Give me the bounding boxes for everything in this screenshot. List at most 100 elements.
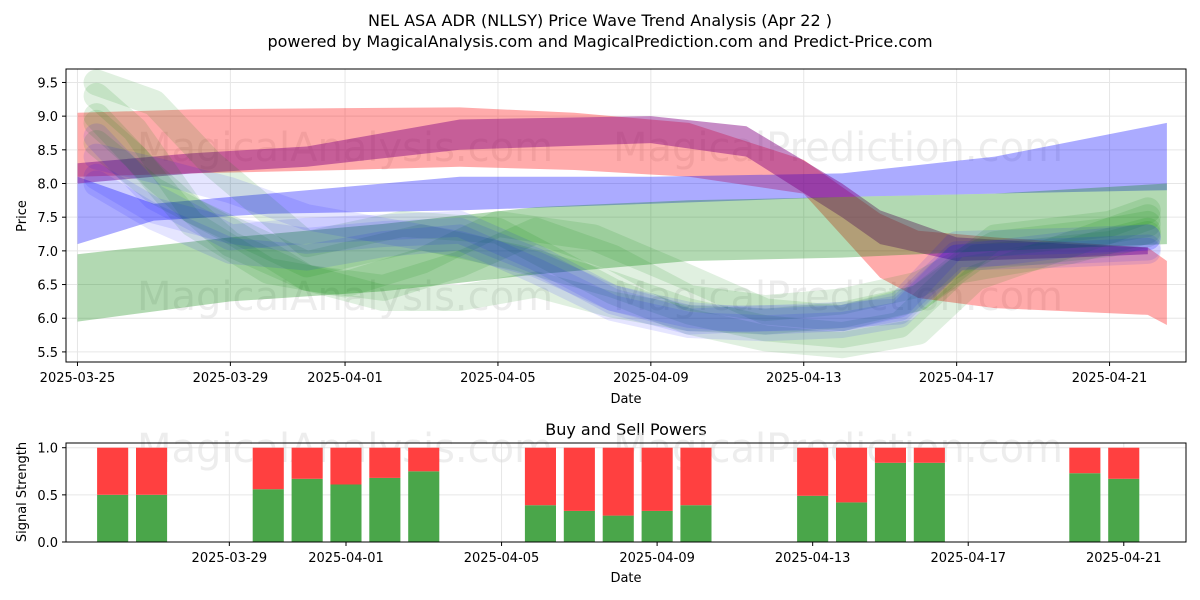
price-x-tick-label: 2025-04-21 — [1072, 371, 1148, 386]
price-y-tick-label: 6.0 — [37, 312, 58, 327]
price-y-tick-label: 6.5 — [37, 279, 58, 294]
power-y-tick-label: 0.5 — [37, 489, 58, 504]
price-x-tick-label: 2025-04-09 — [613, 371, 689, 386]
buy-bar — [369, 477, 401, 542]
price-grid — [66, 69, 1186, 362]
power-x-tick-label: 2025-04-01 — [308, 551, 384, 566]
price-x-tick-label: 2025-04-05 — [460, 371, 536, 386]
price-x-label: Date — [610, 392, 641, 407]
chart-title: NEL ASA ADR (NLLSY) Price Wave Trend Ana… — [368, 11, 832, 30]
sell-bar — [797, 447, 829, 496]
power-x-ticks: 2025-03-29 2025-04-01 2025-04-05 2025-04-09… — [192, 542, 1162, 566]
price-y-tick-label: 8.0 — [37, 178, 58, 193]
power-y-label: Signal Strength — [15, 442, 30, 542]
price-wave-1 — [83, 82, 1161, 349]
sell-bar — [524, 447, 556, 506]
sell-bar — [874, 447, 906, 463]
price-trend-band-4 — [77, 183, 1167, 322]
buy-bar — [330, 484, 362, 542]
buy-bar — [524, 505, 556, 542]
price-y-label: Price — [15, 200, 30, 232]
price-x-tick-label: 2025-04-17 — [919, 371, 995, 386]
sell-bar — [136, 447, 168, 495]
buy-bar — [136, 494, 168, 542]
price-wave-7 — [83, 163, 1161, 335]
buy-bar — [874, 462, 906, 542]
price-y-ticks: 5.5 6.0 6.5 7.0 7.5 8.0 8.5 9.0 9.5 — [37, 76, 66, 361]
power-bars — [97, 447, 1140, 542]
power-y-tick-label: 0.0 — [37, 536, 58, 551]
price-wave-3 — [83, 109, 1161, 332]
buy-bar — [563, 510, 595, 542]
price-wave-4 — [83, 103, 1161, 322]
price-y-tick-label: 7.5 — [37, 211, 58, 226]
price-y-tick-label: 7.0 — [37, 245, 58, 260]
sell-bar — [408, 447, 440, 472]
price-panel: MagicalAnalysis.com MagicalPrediction.co… — [15, 68, 1187, 407]
buy-bar — [602, 515, 634, 542]
price-waves — [83, 69, 1161, 359]
sell-bar — [252, 447, 284, 490]
chart-subtitle: powered by MagicalAnalysis.com and Magic… — [267, 32, 932, 51]
power-x-tick-label: 2025-04-21 — [1086, 551, 1162, 566]
price-trend-band-2 — [77, 122, 1167, 245]
price-watermarks: MagicalAnalysis.com MagicalPrediction.co… — [137, 125, 1063, 320]
power-x-tick-label: 2025-04-09 — [619, 551, 695, 566]
price-wave-5 — [83, 130, 1161, 335]
buy-bar — [1108, 478, 1140, 542]
price-y-tick-label: 8.5 — [37, 144, 58, 159]
price-wave-8 — [83, 143, 1161, 335]
power-x-tick-label: 2025-04-05 — [464, 551, 540, 566]
price-wave-6 — [83, 123, 1161, 332]
price-wave-2 — [83, 69, 1161, 359]
buy-bar — [291, 478, 323, 542]
power-x-label: Date — [610, 571, 641, 586]
sell-bar — [836, 447, 868, 503]
sell-bar — [680, 447, 712, 506]
power-x-tick-label: 2025-04-13 — [775, 551, 851, 566]
sell-bar — [291, 447, 323, 479]
sell-bar — [1069, 447, 1101, 474]
price-bands — [77, 107, 1167, 326]
watermark-prediction-top: MagicalPrediction.com — [613, 125, 1063, 171]
watermark-analysis-mid: MagicalAnalysis.com — [137, 274, 553, 320]
watermark-analysis-top: MagicalAnalysis.com — [137, 125, 553, 171]
price-x-tick-label: 2025-04-13 — [766, 371, 842, 386]
power-x-tick-label: 2025-03-29 — [192, 551, 268, 566]
buy-bar — [836, 502, 868, 542]
price-x-tick-label: 2025-04-01 — [307, 371, 383, 386]
price-x-ticks: 2025-03-25 2025-03-29 2025-04-01 2025-04-05… — [40, 362, 1148, 386]
sell-bar — [641, 447, 673, 511]
sell-bar — [330, 447, 362, 485]
power-y-tick-label: 1.0 — [37, 442, 58, 457]
sell-bar — [913, 447, 945, 463]
sell-bar — [602, 447, 634, 516]
buy-bar — [408, 471, 440, 542]
price-trend-band-1 — [77, 107, 1167, 326]
price-trend-band-3 — [77, 116, 1148, 261]
price-x-tick-label: 2025-03-25 — [40, 371, 116, 386]
price-x-tick-label: 2025-03-29 — [193, 371, 269, 386]
price-y-tick-label: 9.5 — [37, 76, 58, 91]
price-y-tick-label: 5.5 — [37, 346, 58, 361]
buy-bar — [641, 510, 673, 542]
power-y-ticks: 0.0 0.5 1.0 — [37, 442, 66, 551]
watermark-prediction-mid: MagicalPrediction.com — [613, 274, 1063, 320]
power-chart-title: Buy and Sell Powers — [545, 420, 707, 439]
sell-bar — [563, 447, 595, 511]
buy-bar — [252, 489, 284, 542]
buy-bar — [680, 505, 712, 542]
sell-bar — [97, 447, 129, 495]
buy-bar — [797, 495, 829, 542]
price-plot-frame — [65, 68, 1187, 363]
power-panel: Buy and Sell Powers MagicalAnalysis.com … — [15, 420, 1187, 586]
power-x-tick-label: 2025-04-17 — [930, 551, 1006, 566]
buy-bar — [97, 494, 129, 542]
sell-bar — [1108, 447, 1140, 479]
price-wave-9 — [83, 170, 1161, 342]
buy-bar — [913, 462, 945, 542]
price-y-tick-label: 9.0 — [37, 110, 58, 125]
power-plot-frame — [65, 442, 1187, 543]
sell-bar — [369, 447, 401, 478]
